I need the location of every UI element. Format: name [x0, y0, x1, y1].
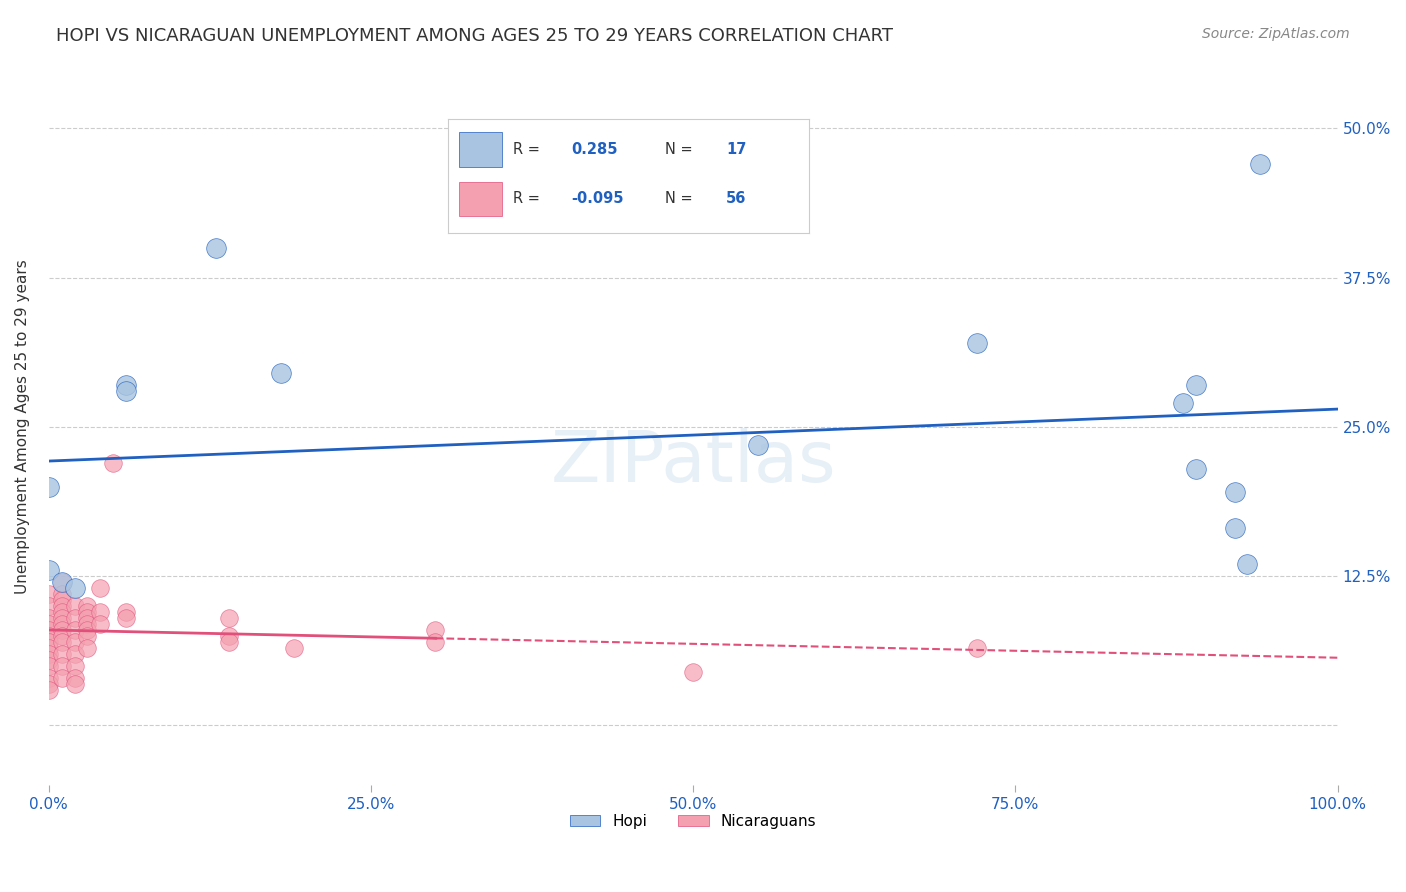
Point	[1223, 521, 1246, 535]
Point	[76, 599, 98, 613]
Point	[76, 611, 98, 625]
Point	[51, 647, 73, 661]
Point	[38, 479, 60, 493]
Point	[89, 616, 111, 631]
Text: HOPI VS NICARAGUAN UNEMPLOYMENT AMONG AGES 25 TO 29 YEARS CORRELATION CHART: HOPI VS NICARAGUAN UNEMPLOYMENT AMONG AG…	[56, 27, 893, 45]
Point	[76, 640, 98, 655]
Point	[51, 616, 73, 631]
Point	[115, 611, 138, 625]
Point	[1249, 157, 1271, 171]
Point	[283, 640, 305, 655]
Point	[89, 605, 111, 619]
Point	[425, 623, 447, 637]
Point	[38, 611, 60, 625]
Point	[1236, 557, 1258, 571]
Point	[747, 438, 769, 452]
Point	[76, 629, 98, 643]
Point	[51, 623, 73, 637]
Point	[115, 378, 138, 392]
Point	[1185, 378, 1208, 392]
Legend: Hopi, Nicaraguans: Hopi, Nicaraguans	[564, 807, 823, 835]
Point	[38, 671, 60, 685]
Point	[103, 456, 125, 470]
Point	[115, 605, 138, 619]
Point	[966, 336, 988, 351]
Point	[682, 665, 704, 679]
Point	[51, 671, 73, 685]
Point	[38, 629, 60, 643]
Point	[63, 647, 86, 661]
Point	[51, 593, 73, 607]
Text: Source: ZipAtlas.com: Source: ZipAtlas.com	[1202, 27, 1350, 41]
Text: ZIPatlas: ZIPatlas	[550, 428, 837, 497]
Point	[76, 623, 98, 637]
Point	[1223, 485, 1246, 500]
Point	[38, 563, 60, 577]
Point	[63, 623, 86, 637]
Point	[270, 366, 292, 380]
Point	[63, 611, 86, 625]
Point	[115, 384, 138, 398]
Point	[218, 634, 240, 648]
Point	[63, 599, 86, 613]
Point	[51, 611, 73, 625]
Point	[425, 634, 447, 648]
Point	[205, 241, 228, 255]
Point	[38, 587, 60, 601]
Y-axis label: Unemployment Among Ages 25 to 29 years: Unemployment Among Ages 25 to 29 years	[15, 260, 30, 594]
Point	[63, 671, 86, 685]
Point	[38, 616, 60, 631]
Point	[51, 587, 73, 601]
Point	[38, 599, 60, 613]
Point	[1171, 396, 1194, 410]
Point	[38, 676, 60, 690]
Point	[89, 581, 111, 595]
Point	[38, 640, 60, 655]
Point	[38, 653, 60, 667]
Point	[38, 647, 60, 661]
Point	[38, 623, 60, 637]
Point	[76, 616, 98, 631]
Point	[1185, 461, 1208, 475]
Point	[63, 581, 86, 595]
Point	[63, 634, 86, 648]
Point	[51, 575, 73, 590]
Point	[38, 658, 60, 673]
Point	[218, 629, 240, 643]
Point	[38, 634, 60, 648]
Point	[63, 676, 86, 690]
Point	[38, 682, 60, 697]
Point	[51, 629, 73, 643]
Point	[966, 640, 988, 655]
Point	[51, 634, 73, 648]
Point	[51, 599, 73, 613]
Point	[51, 575, 73, 590]
Point	[51, 658, 73, 673]
Point	[51, 605, 73, 619]
Point	[63, 658, 86, 673]
Point	[218, 611, 240, 625]
Point	[76, 605, 98, 619]
